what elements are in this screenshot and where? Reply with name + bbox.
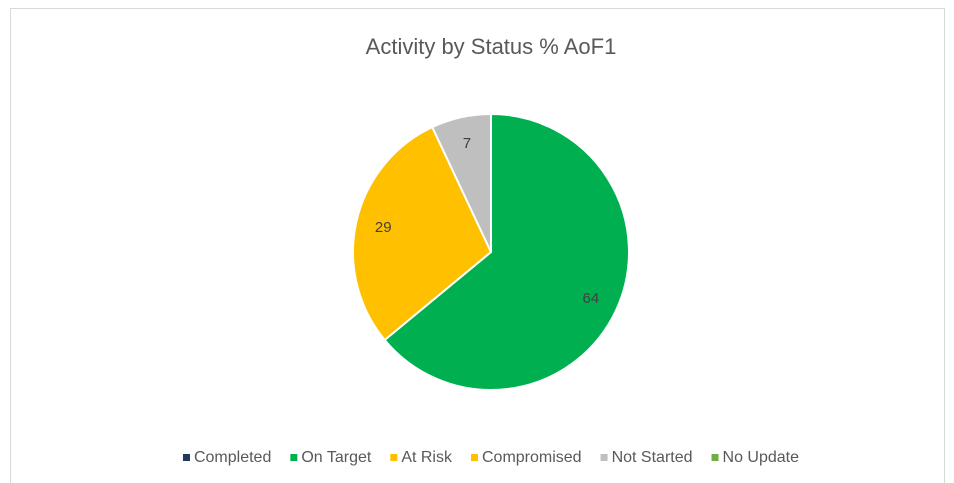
legend-marker: [290, 454, 298, 461]
legend-label: Compromised: [482, 449, 582, 466]
pie-slice: [430, 112, 492, 253]
chart-title: Activity by Status % AoF1: [366, 34, 617, 59]
legend-label: Not Started: [612, 449, 693, 466]
legend-marker: [182, 454, 190, 461]
legend-label: At Risk: [401, 449, 453, 466]
legend-marker: [470, 454, 478, 461]
data-label: 7: [463, 135, 471, 152]
legend-label: On Target: [301, 449, 372, 466]
pie: 64 29 7: [352, 112, 630, 391]
legend-marker: [711, 454, 719, 461]
legend-label: Completed: [194, 449, 271, 466]
legend-label: No Update: [723, 449, 800, 466]
pie-slice: [383, 112, 630, 391]
legend: Completed On Target At Risk Compromised Not …: [182, 449, 800, 466]
data-label: 29: [375, 219, 392, 236]
legend-marker: [600, 454, 608, 461]
data-label: 64: [583, 290, 600, 307]
legend-marker: [390, 454, 398, 461]
